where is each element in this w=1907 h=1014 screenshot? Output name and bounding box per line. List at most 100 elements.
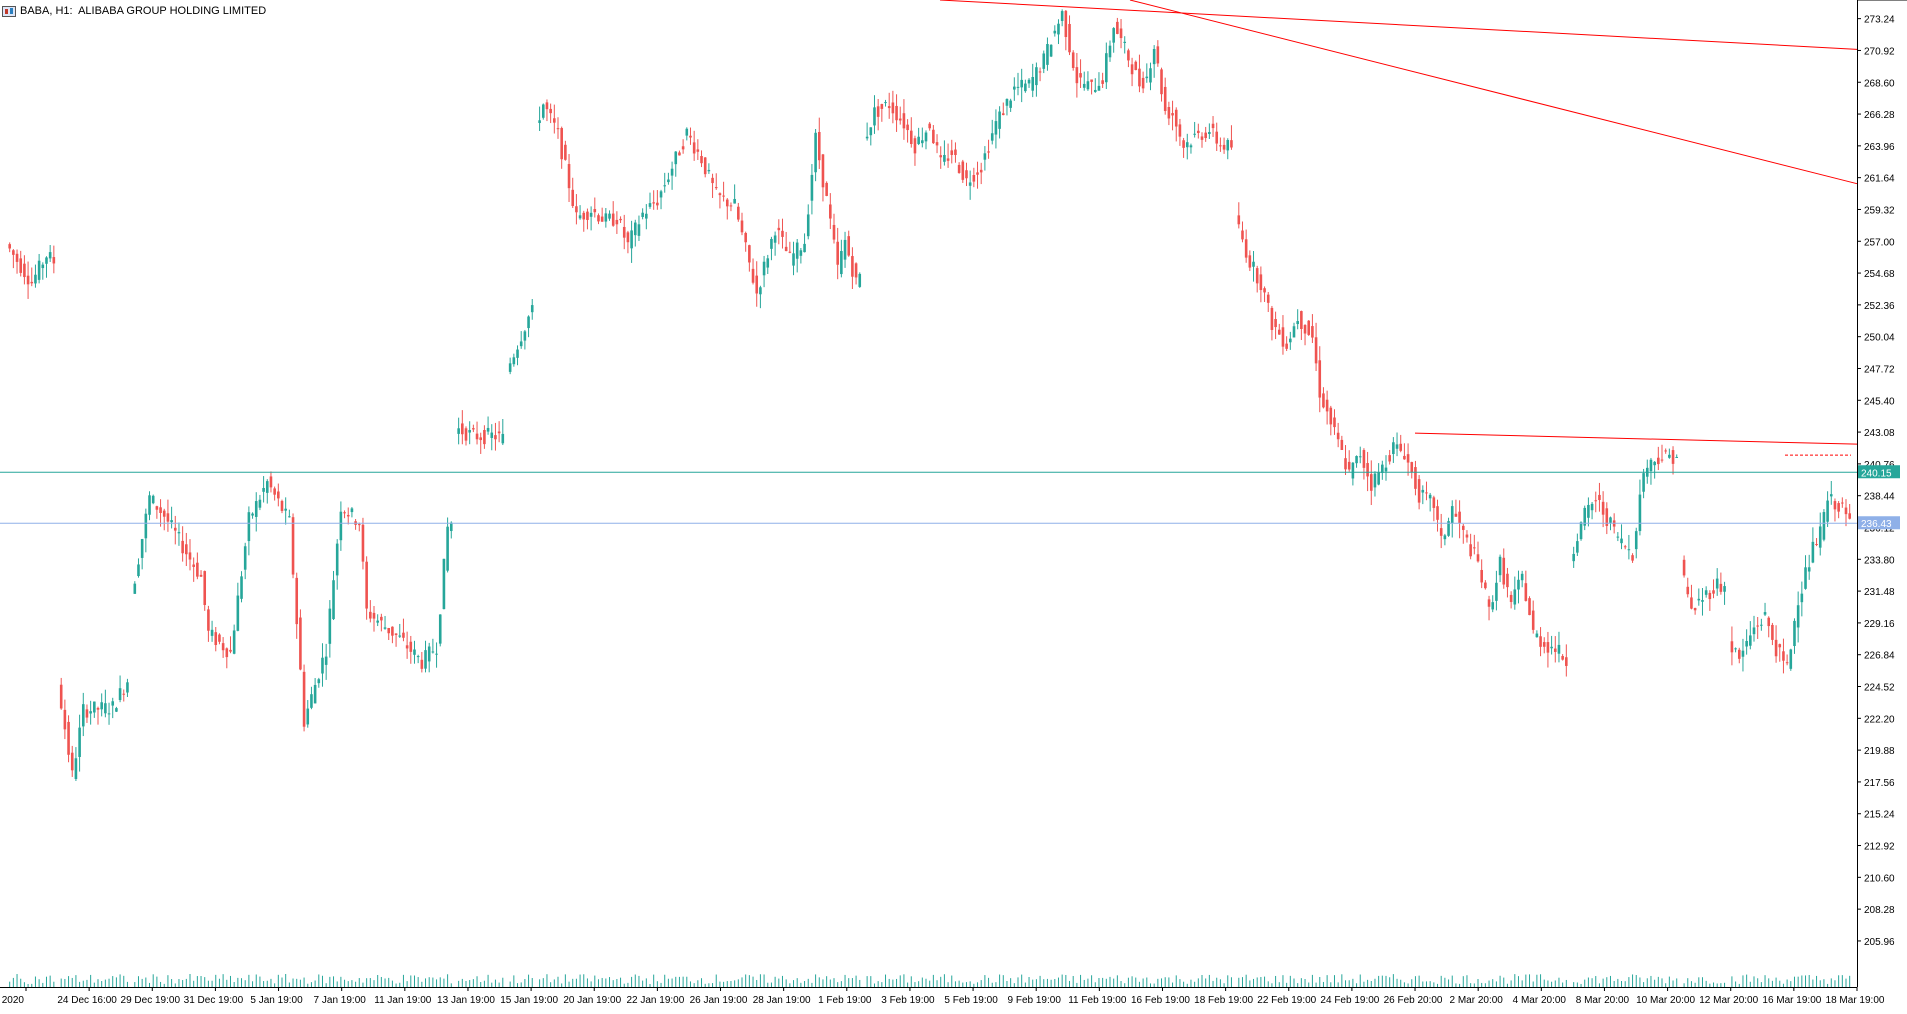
candle-body — [284, 508, 287, 511]
candle-body — [1414, 467, 1417, 489]
candle-body — [1642, 473, 1645, 492]
candle-body — [1520, 573, 1524, 581]
candle-body — [1013, 86, 1016, 90]
candle-body — [144, 513, 148, 539]
candle-body — [825, 182, 828, 196]
candle-body — [600, 216, 604, 222]
candle-body — [987, 151, 990, 153]
candle-body — [733, 198, 736, 204]
chart-type-icon[interactable] — [2, 5, 16, 17]
candle-body — [34, 274, 37, 284]
y-tick-label: 261.64 — [1864, 174, 1895, 185]
candle-body — [1068, 23, 1071, 53]
y-tick-label: 219.88 — [1864, 746, 1895, 757]
candle-body — [578, 215, 582, 219]
candle-body — [917, 136, 920, 145]
x-tick-label: 24 Feb 19:00 — [1320, 995, 1379, 1006]
candle-body — [1215, 131, 1219, 144]
candle-body — [1266, 294, 1270, 303]
candle-body — [1447, 521, 1450, 536]
candle-body — [641, 212, 644, 217]
candle-body — [1450, 506, 1454, 524]
x-tick-label: 15 Jan 19:00 — [500, 995, 558, 1006]
candle-body — [1082, 83, 1086, 88]
candle-body — [667, 179, 670, 183]
candle-body — [1252, 261, 1255, 267]
candle-body — [954, 149, 957, 156]
x-tick-label: 5 Jan 19:00 — [250, 995, 303, 1006]
candle-body — [159, 507, 162, 513]
candle-body — [1053, 30, 1057, 34]
candle-body — [1708, 592, 1712, 600]
y-tick-label: 266.28 — [1864, 110, 1895, 121]
candle-body — [1576, 541, 1579, 553]
x-tick-label: 29 Dec 19:00 — [121, 995, 181, 1006]
y-tick-label: 259.32 — [1864, 205, 1895, 216]
candle-body — [41, 264, 45, 269]
candle-body — [1623, 546, 1627, 548]
candle-body — [714, 187, 718, 189]
x-tick-label: 31 Dec 19:00 — [184, 995, 244, 1006]
candle-body — [302, 671, 306, 727]
candle-body — [1134, 61, 1138, 71]
candle-body — [1498, 556, 1502, 576]
candle-body — [608, 213, 611, 219]
candle-body — [729, 205, 733, 207]
candle-body — [1804, 567, 1807, 589]
candle-body — [218, 634, 221, 642]
candle-body — [1807, 567, 1811, 572]
candle-body — [1336, 432, 1340, 440]
candle-body — [1381, 464, 1384, 473]
candle-body — [1818, 526, 1822, 548]
candle-body — [1745, 640, 1748, 647]
candle-body — [622, 226, 626, 238]
candle-body — [1465, 534, 1469, 538]
candle-body — [854, 263, 858, 278]
x-tick-label: 7 Jan 19:00 — [314, 995, 367, 1006]
candle-body — [1211, 123, 1215, 129]
candle-body — [170, 520, 173, 523]
candle-body — [1664, 450, 1667, 452]
candle-body — [1458, 511, 1461, 524]
candle-body — [762, 261, 766, 276]
candle-body — [1358, 456, 1362, 458]
x-tick-label: 18 Feb 19:00 — [1194, 995, 1253, 1006]
candle-body — [1502, 557, 1506, 585]
candle-body — [475, 433, 479, 440]
candle-body — [203, 571, 207, 605]
candle-body — [1590, 503, 1594, 511]
candle-body — [177, 532, 181, 534]
chart-title: BABA, H1: ALIBABA GROUP HOLDING LIMITED — [20, 5, 267, 17]
candle-body — [1005, 98, 1009, 106]
x-tick-label: 26 Feb 20:00 — [1384, 995, 1443, 1006]
candle-body — [1097, 85, 1101, 91]
candle-body — [751, 268, 755, 283]
candle-body — [380, 616, 383, 621]
candle-body — [1480, 569, 1483, 583]
candle-body — [884, 102, 887, 104]
candle-body — [243, 546, 247, 570]
candle-body — [869, 127, 873, 136]
candle-body — [416, 656, 420, 658]
candle-body — [115, 708, 118, 712]
candle-body — [1009, 100, 1012, 108]
candle-body — [299, 617, 302, 670]
y-tick-label: 270.92 — [1864, 46, 1895, 57]
candle-body — [740, 220, 744, 233]
candle-body — [442, 558, 446, 610]
candle-body — [1793, 620, 1796, 647]
candle-body — [361, 524, 365, 562]
candle-body — [1093, 89, 1097, 92]
candle-body — [1384, 467, 1388, 472]
y-tick-label: 245.40 — [1864, 396, 1895, 407]
candle-body — [906, 124, 909, 131]
candle-body — [12, 250, 15, 255]
candle-body — [273, 488, 276, 495]
candle-body — [85, 709, 89, 718]
candle-body — [1704, 590, 1708, 595]
candle-body — [1366, 463, 1369, 477]
candle-body — [575, 206, 578, 213]
candle-body — [597, 215, 600, 222]
candle-body — [1833, 501, 1837, 510]
